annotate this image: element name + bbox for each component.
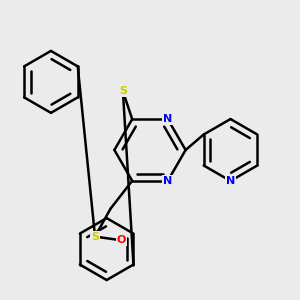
Text: N: N: [163, 176, 172, 186]
Text: O: O: [117, 235, 126, 245]
Text: N: N: [226, 176, 235, 186]
Text: N: N: [163, 114, 172, 124]
Text: S: S: [91, 232, 99, 242]
Text: S: S: [119, 86, 127, 96]
